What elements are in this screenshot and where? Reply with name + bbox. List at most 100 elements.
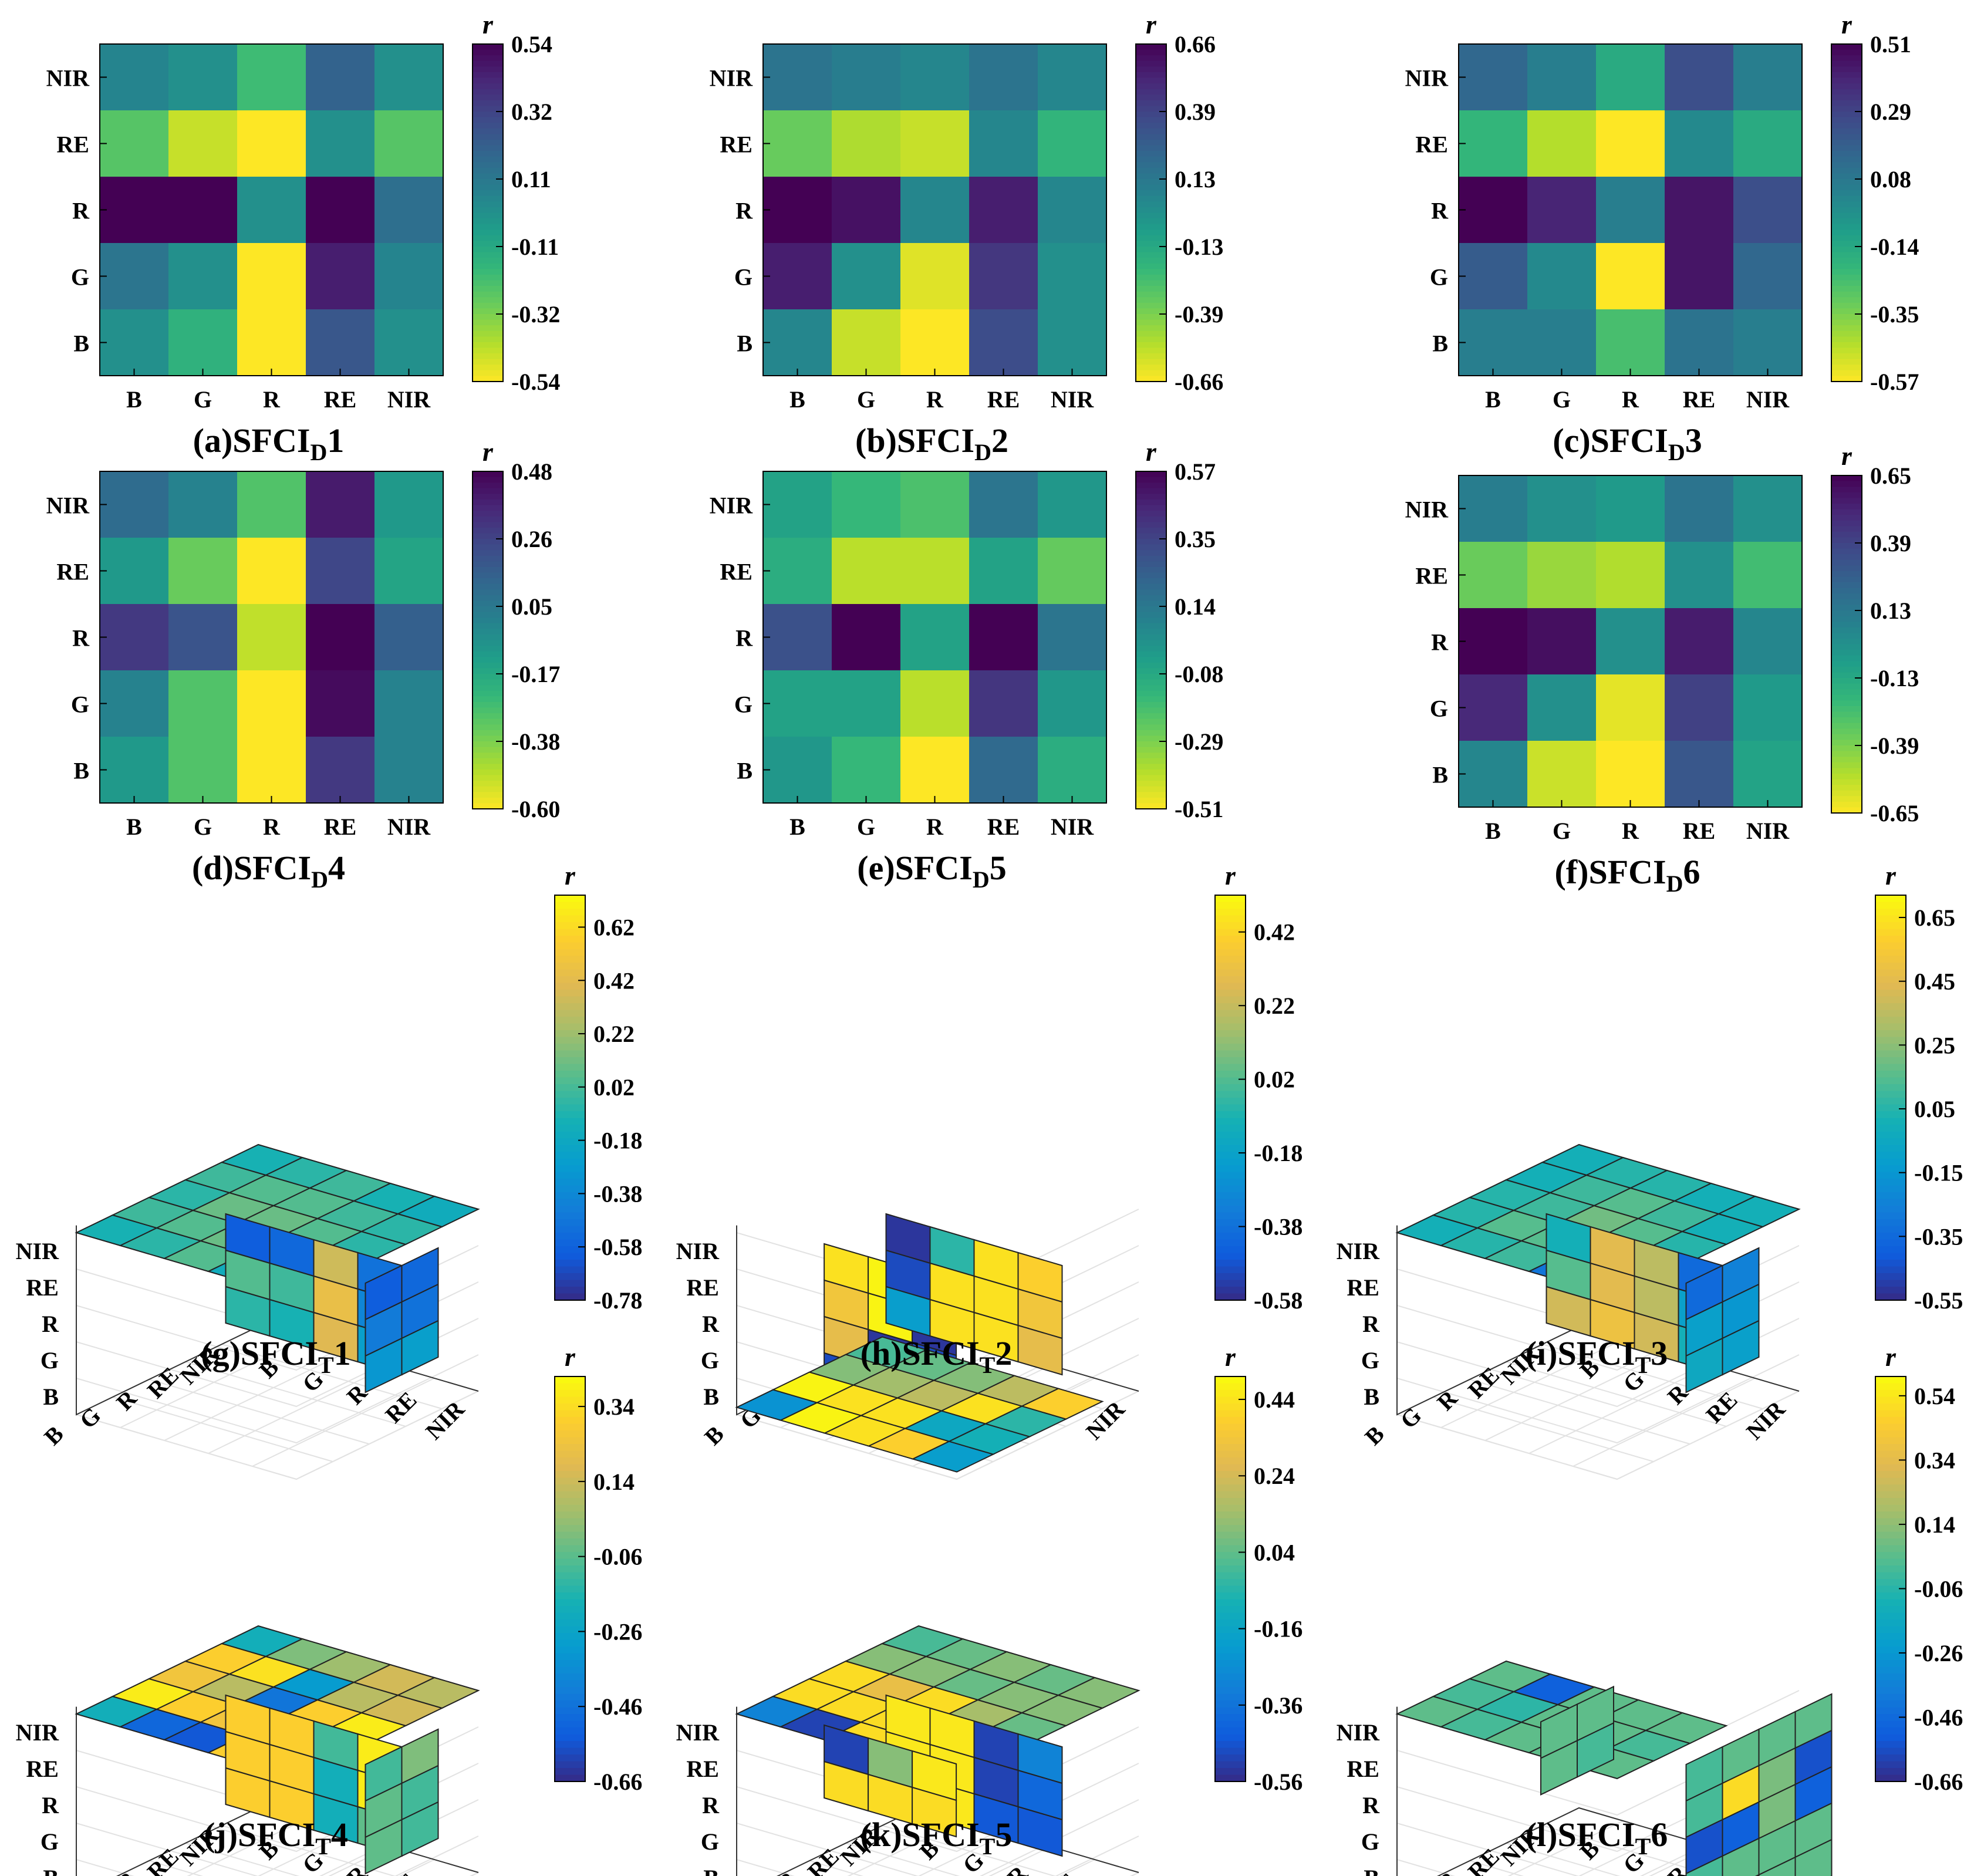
slice-cell — [401, 1320, 439, 1376]
heatmap-cell — [1596, 475, 1665, 542]
colorbar-step — [1831, 252, 1862, 259]
slice-cell — [1577, 1722, 1614, 1778]
colorbar-step — [1136, 589, 1166, 596]
slice-cell — [1017, 1324, 1063, 1376]
heatmap-cell — [237, 670, 306, 737]
colorbar-step — [1136, 258, 1166, 264]
colorbar-step — [473, 550, 503, 556]
colorbar-tick-label: 0.14 — [1914, 1511, 1955, 1538]
x-tick-label: B — [789, 386, 805, 413]
slice-cell — [396, 1195, 480, 1228]
colorbar-step — [473, 112, 503, 118]
colorbar-step — [555, 1700, 585, 1708]
floor-grid-line — [1542, 1825, 1717, 1876]
colorbar-step — [1136, 505, 1166, 512]
colorbar-step — [1215, 1558, 1246, 1566]
heatmap-cell — [832, 309, 901, 376]
colorbar-tick-label: -0.38 — [593, 1180, 642, 1207]
colorbar-step — [1136, 629, 1166, 635]
colorbar-step — [1831, 353, 1862, 360]
colorbar-step — [1215, 969, 1246, 977]
colorbar-step — [1215, 1145, 1246, 1152]
heatmap-cell — [832, 177, 901, 244]
colorbar-step — [473, 527, 503, 534]
y-tick-label: NIR — [710, 65, 753, 92]
colorbar-step — [1136, 190, 1166, 197]
colorbar-step — [1831, 807, 1862, 814]
colorbar-step — [1136, 184, 1166, 191]
heatmap-cell — [900, 243, 970, 310]
x-tick-label: G — [1553, 386, 1571, 413]
colorbar-step — [1136, 77, 1166, 85]
colorbar-step — [1875, 1633, 1906, 1641]
colorbar-step — [1215, 1010, 1246, 1017]
floor-grid-line — [221, 1825, 396, 1876]
colorbar-step — [555, 1504, 585, 1512]
panel-caption: (k)SFCIT5 — [861, 1816, 1013, 1860]
colorbar-label: r — [482, 9, 494, 39]
colorbar-step — [1875, 969, 1906, 977]
colorbar-step — [473, 241, 503, 247]
heatmap-cell — [1665, 177, 1734, 244]
y-tick-label: B — [1432, 330, 1448, 357]
colorbar-step — [473, 297, 503, 303]
x-tick-label: R — [1622, 386, 1639, 413]
colorbar-step — [1831, 55, 1862, 62]
z-axis-label: G — [701, 1828, 719, 1855]
heatmap-cell — [306, 177, 375, 244]
colorbar-step — [1136, 516, 1166, 523]
colorbar-step — [1215, 1741, 1246, 1749]
colorbar-step — [1136, 151, 1166, 157]
colorbar-step — [1136, 269, 1166, 275]
colorbar-step — [473, 753, 503, 759]
colorbar-step — [1875, 1376, 1906, 1384]
heatmap-cell — [1596, 309, 1665, 376]
colorbar-step — [1875, 1071, 1906, 1078]
colorbar-step — [1136, 224, 1166, 231]
z-axis-label: R — [702, 1311, 720, 1337]
colorbar-step — [1136, 44, 1166, 50]
colorbar-step — [1215, 1037, 1246, 1044]
floor-grid-line — [1507, 1820, 1624, 1876]
colorbar-step — [1136, 623, 1166, 630]
colorbar-step — [555, 1376, 585, 1384]
colorbar-step — [473, 623, 503, 630]
colorbar-step — [1831, 475, 1862, 482]
colorbar-step — [1831, 44, 1862, 50]
colorbar-step — [1136, 735, 1166, 742]
heatmap-panel-c: NIR RE R G B B G R RE NIR r 0.51 0.29 0.08 -0.14 -0.35 -… — [1405, 9, 1919, 413]
x-tick-label: RE — [1683, 818, 1716, 844]
heatmap-cell — [832, 471, 901, 538]
y-tick-label: R — [735, 625, 753, 652]
heatmap-cell — [1527, 542, 1597, 609]
z-axis-label: NIR — [1337, 1238, 1380, 1264]
colorbar-step — [473, 123, 503, 129]
colorbar-step — [1215, 1430, 1246, 1438]
colorbar-step — [1136, 195, 1166, 203]
colorbar-step — [1831, 593, 1862, 600]
x-axis-label: NIR — [420, 1395, 470, 1445]
colorbar-step — [1875, 1383, 1906, 1391]
colorbar-tick-label: 0.45 — [1914, 969, 1955, 995]
colorbar-step — [1136, 701, 1166, 708]
colorbar-step — [473, 95, 503, 101]
z-axis-label: R — [702, 1792, 720, 1818]
heatmap-cell — [1038, 670, 1107, 737]
z-axis-label: RE — [686, 1274, 719, 1301]
panel-caption: (b)SFCID2 — [855, 421, 1008, 465]
colorbar-step — [1831, 241, 1862, 247]
colorbar-tick-label: -0.38 — [511, 728, 560, 755]
colorbar-label: r — [482, 437, 494, 467]
colorbar-step — [1136, 803, 1166, 809]
colorbar-step — [473, 280, 503, 287]
colorbar-step — [473, 685, 503, 691]
colorbar-step — [473, 66, 503, 73]
colorbar-step — [1136, 247, 1166, 253]
colorbar-step — [1875, 1280, 1906, 1287]
colorbar-step — [1875, 1768, 1906, 1776]
colorbar-step — [1875, 1266, 1906, 1274]
colorbar-step — [1136, 207, 1166, 214]
colorbar-step — [1831, 336, 1862, 343]
colorbar-step — [1831, 123, 1862, 129]
colorbar-step — [473, 696, 503, 703]
